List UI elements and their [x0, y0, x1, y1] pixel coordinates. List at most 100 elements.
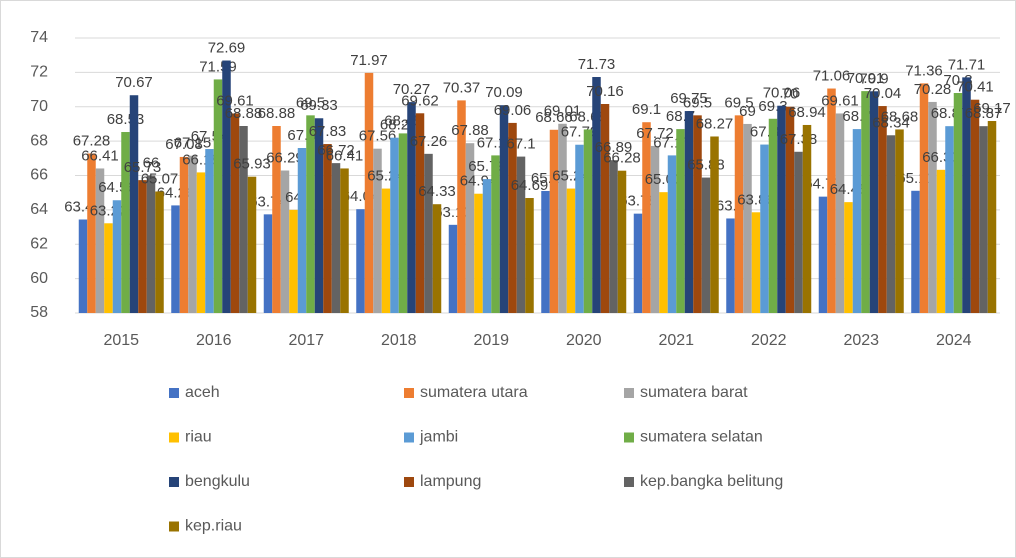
legend-label: bengkulu [185, 473, 250, 490]
bar [289, 209, 298, 313]
bar [196, 172, 206, 313]
bar [760, 144, 769, 313]
bar [777, 105, 786, 313]
bar [684, 111, 694, 313]
bar [146, 175, 156, 313]
bar [676, 129, 685, 313]
data-label: 69.5 [683, 94, 712, 111]
y-tick-label: 72 [30, 64, 48, 81]
data-label: 68.88 [225, 105, 263, 122]
legend-label: sumatera selatan [640, 429, 763, 446]
bar [911, 190, 920, 313]
data-label: 68.27 [696, 115, 734, 132]
bar [155, 191, 164, 313]
bar [827, 88, 836, 313]
bar [499, 105, 509, 313]
bar [785, 106, 795, 313]
data-label: 68.68 [881, 108, 919, 125]
data-label: 70.27 [393, 81, 431, 98]
bar [592, 77, 601, 313]
bar [356, 209, 365, 313]
bar [448, 224, 458, 313]
data-label: 67.83 [309, 123, 347, 140]
data-label: 67.88 [451, 122, 489, 139]
data-label: 66.41 [81, 147, 119, 164]
data-label: 69.17 [973, 100, 1011, 117]
data-label: 72.69 [208, 39, 246, 56]
data-label: 70.09 [485, 84, 523, 101]
data-label: 69.06 [494, 102, 532, 119]
legend-label: sumatera utara [420, 384, 528, 401]
x-tick-label: 2022 [751, 332, 787, 349]
bar [693, 115, 702, 313]
bar [617, 170, 627, 313]
bar [802, 124, 812, 313]
x-tick-label: 2024 [936, 332, 972, 349]
bar [381, 188, 391, 313]
bar [230, 113, 240, 313]
data-label: 65.07 [141, 170, 179, 187]
bar [179, 156, 189, 313]
data-label: 66 [143, 154, 160, 171]
bar [650, 145, 660, 313]
legend-swatch [624, 388, 634, 398]
bar [710, 136, 719, 313]
data-label: 66.89 [595, 139, 633, 156]
legend-swatch [404, 432, 414, 443]
bar [222, 60, 231, 313]
bar [516, 156, 526, 313]
bar [818, 196, 828, 313]
bar [263, 214, 273, 313]
bar [549, 129, 559, 313]
data-label: 70.67 [115, 74, 153, 91]
bar [844, 202, 853, 313]
y-tick-label: 68 [30, 132, 48, 149]
bar [928, 101, 937, 313]
bar [583, 129, 593, 313]
bar [743, 123, 752, 313]
bar [936, 169, 946, 313]
bar [659, 192, 668, 313]
legend-label: sumatera barat [640, 384, 748, 401]
bar [104, 223, 113, 313]
legend-swatch [404, 477, 414, 487]
data-label: 67.72 [636, 125, 674, 142]
data-label: 67.38 [780, 131, 818, 148]
data-label: 65.93 [233, 156, 271, 173]
data-label: 68.94 [788, 104, 826, 121]
data-label: 66.72 [317, 142, 355, 159]
data-label: 69.5 [296, 94, 325, 111]
x-tick-label: 2020 [566, 332, 602, 349]
bar [323, 144, 332, 313]
data-label: 68.2 [380, 117, 409, 134]
data-label: 70.06 [763, 85, 801, 102]
bar [667, 155, 677, 313]
bar [566, 188, 576, 313]
data-label: 66.41 [326, 147, 364, 164]
bar [213, 79, 223, 313]
y-tick-label: 74 [30, 29, 48, 46]
bar [95, 168, 105, 313]
data-label: 69.33 [300, 97, 338, 114]
data-label: 69.01 [544, 103, 582, 120]
bar [768, 118, 778, 313]
bar [373, 148, 382, 313]
data-label: 70.16 [586, 83, 624, 100]
bar [575, 144, 584, 313]
data-label: 64.33 [418, 183, 456, 200]
data-label: 68.66 [535, 109, 573, 126]
bar [280, 170, 290, 313]
data-label: 69 [739, 103, 756, 120]
bar [424, 153, 433, 313]
legend-swatch [169, 477, 179, 487]
bar [701, 177, 711, 313]
data-label: 68.53 [107, 111, 145, 128]
data-label: 65.73 [124, 159, 162, 176]
data-label: 71.36 [905, 62, 943, 79]
bar [953, 93, 963, 313]
bar [398, 133, 408, 313]
data-label: 70 [782, 86, 799, 103]
bar [525, 198, 534, 313]
bar [508, 122, 517, 313]
data-label: 69.61 [216, 92, 254, 109]
